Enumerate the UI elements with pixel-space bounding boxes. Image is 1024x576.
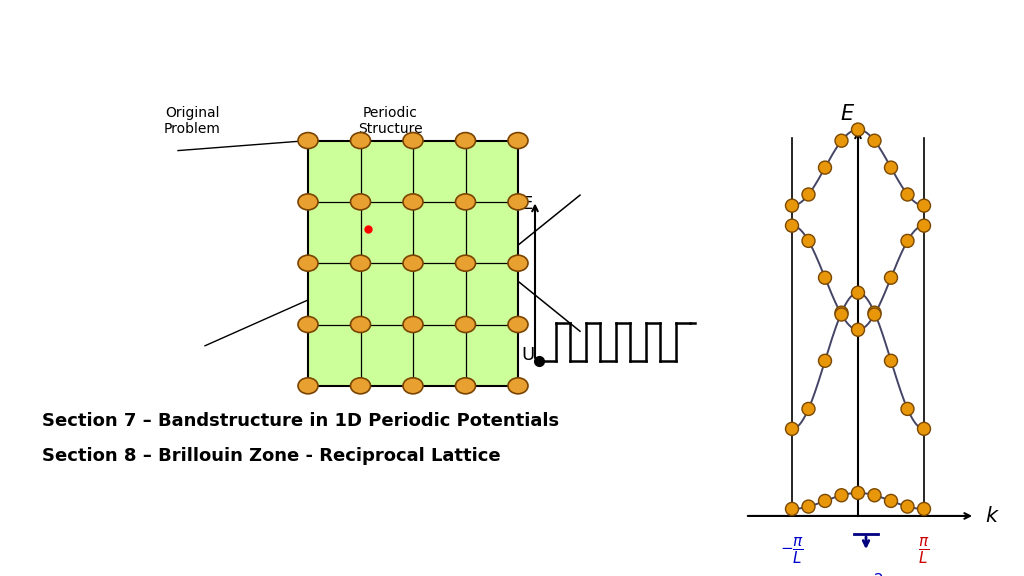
Circle shape [885,494,897,507]
Bar [308,141,518,386]
Text: $E$: $E$ [841,104,856,124]
Ellipse shape [456,194,475,210]
Circle shape [901,234,914,248]
Ellipse shape [456,316,475,332]
Circle shape [901,403,914,415]
Ellipse shape [508,378,528,394]
Circle shape [835,489,848,502]
Ellipse shape [403,255,423,271]
Circle shape [852,286,864,299]
Text: $\dfrac{\pi}{L}$: $\dfrac{\pi}{L}$ [919,536,930,566]
Circle shape [818,494,831,507]
Ellipse shape [456,255,475,271]
Circle shape [802,188,815,201]
Text: Original
Problem: Original Problem [164,105,220,136]
Text: E: E [521,195,532,213]
Ellipse shape [456,132,475,149]
Circle shape [918,219,931,232]
Ellipse shape [508,316,528,332]
Circle shape [901,188,914,201]
Text: $k$: $k$ [985,506,999,526]
Ellipse shape [403,194,423,210]
Text: Section 7 – Bandstructure in 1D Periodic Potentials: Section 7 – Bandstructure in 1D Periodic… [42,412,559,430]
Text: $\delta k = \dfrac{2\pi}{Na}$: $\delta k = \dfrac{2\pi}{Na}$ [837,571,896,576]
Circle shape [868,308,881,321]
Ellipse shape [298,132,318,149]
Ellipse shape [508,255,528,271]
Circle shape [785,422,799,435]
Ellipse shape [508,132,528,149]
Ellipse shape [298,194,318,210]
Ellipse shape [403,378,423,394]
Circle shape [785,199,799,212]
Circle shape [802,403,815,415]
Circle shape [852,323,864,336]
Ellipse shape [298,316,318,332]
Text: Constant Energy Surfaces & Density of States: Constant Energy Surfaces & Density of St… [206,53,818,77]
Ellipse shape [298,255,318,271]
Circle shape [818,271,831,284]
Ellipse shape [508,194,528,210]
Circle shape [818,354,831,367]
Ellipse shape [403,132,423,149]
Circle shape [901,500,914,513]
Circle shape [852,486,864,499]
Circle shape [885,271,897,284]
Circle shape [785,219,799,232]
Ellipse shape [350,378,371,394]
Ellipse shape [350,255,371,271]
Circle shape [918,502,931,516]
Circle shape [835,308,848,321]
Text: U: U [521,346,535,364]
Text: Section 8 – Brillouin Zone - Reciprocal Lattice: Section 8 – Brillouin Zone - Reciprocal … [42,447,501,465]
Ellipse shape [403,316,423,332]
Text: $-\dfrac{\pi}{L}$: $-\dfrac{\pi}{L}$ [780,536,804,566]
Text: Periodic
Structure: Periodic Structure [357,105,422,136]
Circle shape [785,502,799,516]
Circle shape [802,234,815,248]
Circle shape [868,489,881,502]
Ellipse shape [350,194,371,210]
Circle shape [918,199,931,212]
Circle shape [868,306,881,319]
Text: Section 9: Section 9 [442,12,582,38]
Circle shape [885,161,897,174]
Circle shape [835,134,848,147]
Circle shape [852,123,864,136]
Circle shape [918,422,931,435]
Circle shape [885,354,897,367]
Circle shape [802,500,815,513]
Ellipse shape [350,316,371,332]
Ellipse shape [350,132,371,149]
Circle shape [818,161,831,174]
Circle shape [835,306,848,319]
Ellipse shape [298,378,318,394]
Circle shape [868,134,881,147]
Ellipse shape [456,378,475,394]
